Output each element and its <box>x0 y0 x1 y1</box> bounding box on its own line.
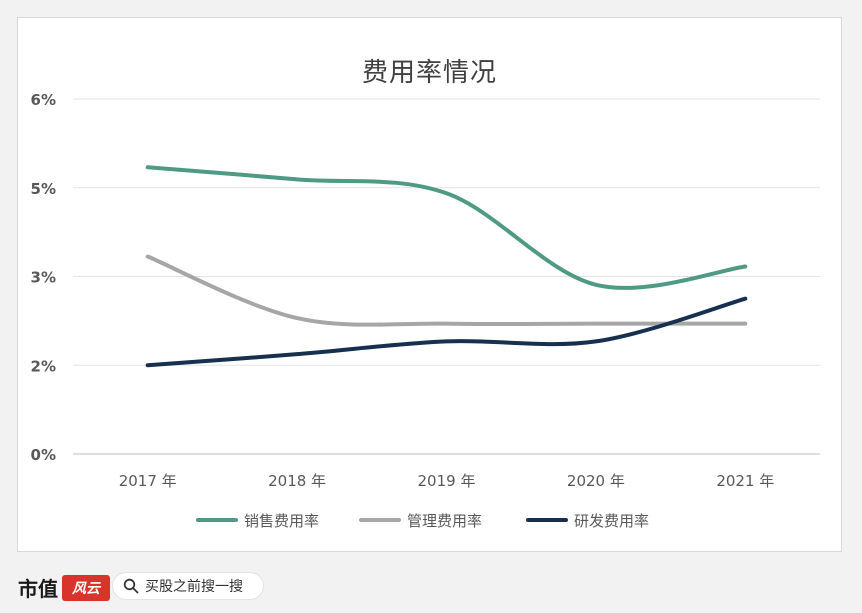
search-box[interactable]: 买股之前搜一搜 <box>112 572 264 600</box>
line-chart: 0% 2% 3% 5% 6% 2017 年 2018 年 2019 年 2020 年 2021 年… <box>31 91 820 530</box>
y-tick-label: 0% <box>31 446 56 464</box>
legend-label: 销售费用率 <box>244 512 319 530</box>
y-tick-label: 5% <box>31 180 56 198</box>
series-line-2 <box>145 254 748 327</box>
brand: 市值 风云 <box>18 573 110 602</box>
x-tick-label: 2018 年 <box>268 472 326 490</box>
x-tick-label: 2017 年 <box>119 472 177 490</box>
x-tick-label: 2019 年 <box>418 472 476 490</box>
legend-label: 管理费用率 <box>407 512 482 530</box>
series-line-1 <box>145 165 748 290</box>
search-icon <box>123 578 139 594</box>
legend-label: 研发费用率 <box>574 512 649 530</box>
search-text: 买股之前搜一搜 <box>145 579 243 595</box>
chart-title: 费用率情况 <box>361 58 497 88</box>
chart-card: 费用率情况 0% 2% 3% 5% 6% 2017 年 2018 年 2019 年 2020 年… <box>17 17 842 552</box>
x-tick-label: 2020 年 <box>567 472 625 490</box>
y-tick-label: 6% <box>31 91 56 109</box>
brand-name: 市值 <box>18 577 58 601</box>
x-tick-label: 2021 年 <box>716 472 774 490</box>
series-line-3 <box>145 296 748 368</box>
brand-logo: 风云 <box>62 574 110 601</box>
footer-bar: 市值 风云 买股之前搜一搜 <box>0 560 862 613</box>
y-tick-label: 2% <box>31 357 56 375</box>
y-tick-label: 3% <box>31 269 56 287</box>
